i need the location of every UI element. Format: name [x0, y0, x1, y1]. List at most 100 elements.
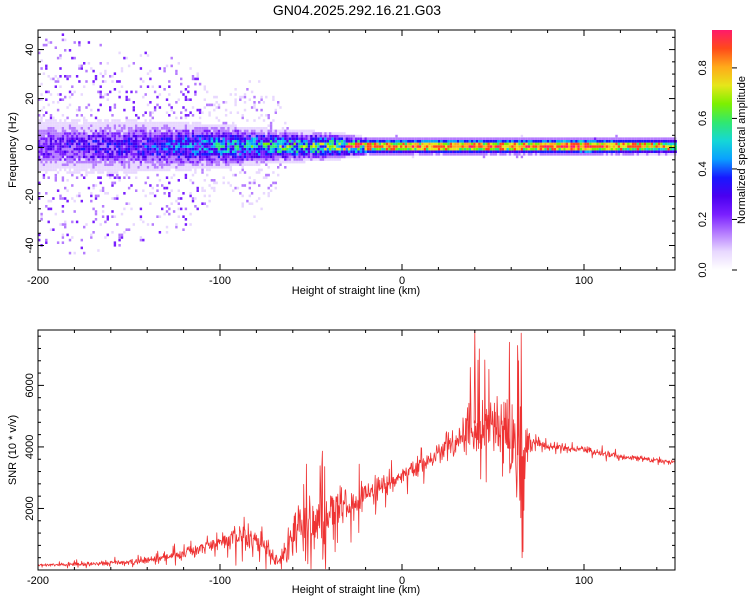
- heatmap-cell: [139, 150, 143, 153]
- heatmap-cell: [307, 129, 311, 133]
- heatmap-cell: [59, 145, 62, 148]
- heatmap-cell: [624, 137, 628, 140]
- heatmap-cell: [584, 153, 587, 156]
- heatmap-cell: [631, 153, 635, 156]
- heatmap-cell: [78, 158, 81, 161]
- heatmap-cell: [87, 153, 91, 156]
- heatmap-cell: [71, 142, 74, 146]
- heatmap-cell: [158, 163, 162, 166]
- heatmap-cell: [331, 150, 334, 153]
- heatmap-cell: [78, 155, 81, 159]
- heatmap-cell: [118, 163, 121, 166]
- heatmap-cell: [224, 124, 228, 127]
- heatmap-cell: [395, 134, 398, 138]
- heatmap-cell: [303, 158, 306, 161]
- heatmap-cell: [281, 142, 285, 146]
- heatmap-cell: [492, 153, 495, 156]
- heatmap-cell: [487, 137, 490, 140]
- heatmap-cell: [52, 129, 55, 133]
- heatmap-cell: [617, 142, 621, 146]
- heatmap-cell: [480, 150, 483, 153]
- heatmap-cell: [650, 153, 654, 156]
- heatmap-cell: [234, 137, 237, 140]
- heatmap-cell: [591, 153, 594, 156]
- heatmap-cell: [127, 121, 131, 125]
- heatmap-cell: [549, 140, 552, 143]
- heatmap-cell: [151, 150, 154, 153]
- heatmap-cell: [144, 160, 147, 164]
- heatmap-cell: [83, 142, 86, 146]
- heatmap-cell: [594, 150, 597, 153]
- heatmap-cell: [175, 137, 178, 140]
- heatmap-cell: [149, 132, 152, 135]
- heatmap-cell: [175, 199, 178, 203]
- heatmap-cell: [109, 121, 112, 125]
- heatmap-cell: [629, 145, 632, 148]
- heatmap-cell: [196, 124, 199, 127]
- heatmap-cell: [272, 160, 275, 164]
- heatmap-cell: [506, 147, 509, 151]
- heatmap-cell: [142, 220, 145, 224]
- heatmap-cell: [620, 153, 623, 156]
- heatmap-cell: [92, 127, 95, 130]
- heatmap-cell: [139, 129, 143, 133]
- heatmap-cell: [250, 129, 254, 133]
- heatmap-cell: [215, 132, 218, 135]
- heatmap-cell: [161, 140, 164, 143]
- heatmap-cell: [71, 171, 74, 174]
- heatmap-cell: [378, 142, 382, 146]
- heatmap-cell: [359, 142, 363, 146]
- heatmap-cell: [513, 142, 516, 146]
- heatmap-cell: [293, 132, 296, 135]
- heatmap-cell: [196, 158, 199, 161]
- heatmap-cell: [501, 153, 505, 156]
- heatmap-cell: [364, 147, 367, 151]
- heatmap-cell: [480, 145, 483, 148]
- heatmap-cell: [421, 145, 424, 148]
- heatmap-cell: [165, 186, 169, 190]
- heatmap-cell: [161, 150, 164, 153]
- heatmap-cell: [113, 163, 117, 166]
- heatmap-cell: [83, 168, 86, 172]
- heatmap-cell: [187, 129, 190, 133]
- heatmap-cell: [161, 127, 164, 130]
- heatmap-cell: [170, 176, 173, 179]
- heatmap-cell: [267, 166, 270, 169]
- heatmap-cell: [286, 132, 289, 135]
- heatmap-cell: [513, 140, 516, 143]
- heatmap-cell: [158, 93, 162, 96]
- heatmap-cell: [203, 179, 206, 182]
- heatmap-cell: [101, 189, 105, 192]
- heatmap-cell: [274, 147, 277, 151]
- heatmap-cell: [66, 171, 69, 174]
- heatmap-cell: [64, 225, 67, 229]
- heatmap-cell: [198, 127, 202, 130]
- heatmap-cell: [66, 160, 69, 164]
- heatmap-cell: [250, 134, 254, 138]
- heatmap-cell: [187, 124, 190, 127]
- heatmap-cell: [258, 142, 261, 146]
- heatmap-cell: [404, 150, 408, 153]
- heatmap-cell: [565, 140, 568, 143]
- heatmap-cell: [665, 147, 668, 151]
- heatmap-cell: [90, 108, 93, 112]
- heatmap-cell: [634, 137, 637, 140]
- heatmap-cell: [194, 90, 197, 94]
- heatmap-cell: [182, 215, 185, 218]
- heatmap-cell: [310, 158, 313, 161]
- heatmap-cell: [104, 129, 107, 133]
- heatmap-cell: [106, 173, 109, 177]
- heatmap-cell: [485, 137, 488, 140]
- heatmap-cell: [532, 147, 535, 151]
- heatmap-cell: [352, 140, 356, 143]
- heatmap-cell: [66, 145, 69, 148]
- heatmap-cell: [45, 129, 48, 133]
- heatmap-cell: [378, 147, 382, 151]
- heatmap-cell: [78, 108, 81, 112]
- heatmap-cell: [118, 158, 121, 161]
- heatmap-cell: [551, 145, 554, 148]
- heatmap-cell: [435, 147, 438, 151]
- heatmap-cell: [269, 132, 273, 135]
- heatmap-cell: [165, 147, 169, 151]
- heatmap-cell: [54, 46, 57, 49]
